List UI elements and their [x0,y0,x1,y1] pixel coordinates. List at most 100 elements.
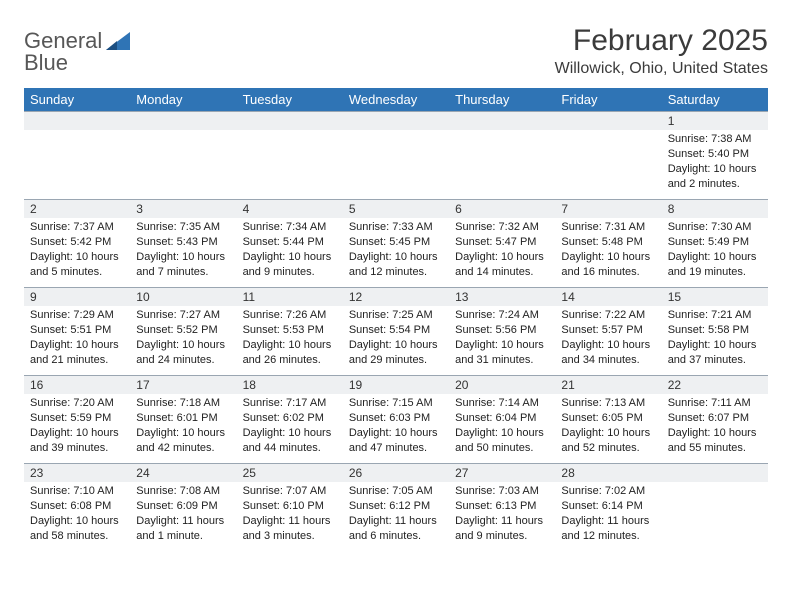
day-details: Sunrise: 7:32 AMSunset: 5:47 PMDaylight:… [449,218,555,283]
sunset-text: Sunset: 5:48 PM [561,235,655,250]
day-details: Sunrise: 7:26 AMSunset: 5:53 PMDaylight:… [237,306,343,371]
sunset-text: Sunset: 6:05 PM [561,411,655,426]
sunset-text: Sunset: 6:09 PM [136,499,230,514]
day-details: Sunrise: 7:31 AMSunset: 5:48 PMDaylight:… [555,218,661,283]
calendar-cell [662,464,768,552]
sunrise-text: Sunrise: 7:17 AM [243,396,337,411]
sunrise-text: Sunrise: 7:25 AM [349,308,443,323]
sunrise-text: Sunrise: 7:10 AM [30,484,124,499]
daylight-text: Daylight: 10 hours and 26 minutes. [243,338,337,368]
daylight-text: Daylight: 11 hours and 9 minutes. [455,514,549,544]
daylight-text: Daylight: 11 hours and 6 minutes. [349,514,443,544]
calendar-cell: 5Sunrise: 7:33 AMSunset: 5:45 PMDaylight… [343,200,449,288]
daylight-text: Daylight: 10 hours and 52 minutes. [561,426,655,456]
sunset-text: Sunset: 5:56 PM [455,323,549,338]
daylight-text: Daylight: 10 hours and 37 minutes. [668,338,762,368]
calendar-page: General Blue February 2025 Willowick, Oh… [0,0,792,552]
sunrise-text: Sunrise: 7:33 AM [349,220,443,235]
daylight-text: Daylight: 10 hours and 58 minutes. [30,514,124,544]
calendar-week: 2Sunrise: 7:37 AMSunset: 5:42 PMDaylight… [24,200,768,288]
daylight-text: Daylight: 10 hours and 29 minutes. [349,338,443,368]
day-header: Sunday [24,88,130,112]
day-number: 8 [662,200,768,218]
calendar-cell: 11Sunrise: 7:26 AMSunset: 5:53 PMDayligh… [237,288,343,376]
day-number [555,112,661,130]
day-details: Sunrise: 7:07 AMSunset: 6:10 PMDaylight:… [237,482,343,547]
calendar-head: SundayMondayTuesdayWednesdayThursdayFrid… [24,88,768,112]
sunrise-text: Sunrise: 7:24 AM [455,308,549,323]
day-details: Sunrise: 7:10 AMSunset: 6:08 PMDaylight:… [24,482,130,547]
sunrise-text: Sunrise: 7:15 AM [349,396,443,411]
sunrise-text: Sunrise: 7:34 AM [243,220,337,235]
sunrise-text: Sunrise: 7:27 AM [136,308,230,323]
daylight-text: Daylight: 10 hours and 14 minutes. [455,250,549,280]
sunrise-text: Sunrise: 7:18 AM [136,396,230,411]
brand-word1: General [24,30,102,52]
sunrise-text: Sunrise: 7:37 AM [30,220,124,235]
sunrise-text: Sunrise: 7:35 AM [136,220,230,235]
day-details: Sunrise: 7:11 AMSunset: 6:07 PMDaylight:… [662,394,768,459]
daylight-text: Daylight: 10 hours and 31 minutes. [455,338,549,368]
sunrise-text: Sunrise: 7:08 AM [136,484,230,499]
daylight-text: Daylight: 10 hours and 9 minutes. [243,250,337,280]
daylight-text: Daylight: 10 hours and 50 minutes. [455,426,549,456]
daylight-text: Daylight: 10 hours and 2 minutes. [668,162,762,192]
calendar-cell: 6Sunrise: 7:32 AMSunset: 5:47 PMDaylight… [449,200,555,288]
sunset-text: Sunset: 5:40 PM [668,147,762,162]
calendar-cell: 25Sunrise: 7:07 AMSunset: 6:10 PMDayligh… [237,464,343,552]
day-number: 17 [130,376,236,394]
sunrise-text: Sunrise: 7:20 AM [30,396,124,411]
day-header: Wednesday [343,88,449,112]
sunset-text: Sunset: 5:52 PM [136,323,230,338]
day-number: 1 [662,112,768,130]
day-details: Sunrise: 7:18 AMSunset: 6:01 PMDaylight:… [130,394,236,459]
brand-word2: Blue [24,52,102,74]
day-details: Sunrise: 7:24 AMSunset: 5:56 PMDaylight:… [449,306,555,371]
sunrise-text: Sunrise: 7:32 AM [455,220,549,235]
sunset-text: Sunset: 5:44 PM [243,235,337,250]
day-details: Sunrise: 7:38 AMSunset: 5:40 PMDaylight:… [662,130,768,195]
day-header: Friday [555,88,661,112]
month-title: February 2025 [555,24,768,58]
sunrise-text: Sunrise: 7:03 AM [455,484,549,499]
sunrise-text: Sunrise: 7:11 AM [668,396,762,411]
sunset-text: Sunset: 5:54 PM [349,323,443,338]
day-number: 22 [662,376,768,394]
day-details: Sunrise: 7:29 AMSunset: 5:51 PMDaylight:… [24,306,130,371]
sunset-text: Sunset: 6:12 PM [349,499,443,514]
daylight-text: Daylight: 10 hours and 21 minutes. [30,338,124,368]
calendar-cell: 26Sunrise: 7:05 AMSunset: 6:12 PMDayligh… [343,464,449,552]
calendar-cell: 16Sunrise: 7:20 AMSunset: 5:59 PMDayligh… [24,376,130,464]
sunrise-text: Sunrise: 7:38 AM [668,132,762,147]
sunrise-text: Sunrise: 7:05 AM [349,484,443,499]
daylight-text: Daylight: 10 hours and 24 minutes. [136,338,230,368]
calendar-cell [343,112,449,200]
calendar-cell: 4 Sunrise: 7:34 AMSunset: 5:44 PMDaylight… [237,200,343,288]
day-number: 5 [343,200,449,218]
sunset-text: Sunset: 5:47 PM [455,235,549,250]
day-number: 23 [24,464,130,482]
day-number: 7 [555,200,661,218]
day-number: 3 [130,200,236,218]
calendar-cell: 8Sunrise: 7:30 AMSunset: 5:49 PMDaylight… [662,200,768,288]
sunrise-text: Sunrise: 7:02 AM [561,484,655,499]
day-number: 16 [24,376,130,394]
calendar-cell [24,112,130,200]
sunset-text: Sunset: 6:14 PM [561,499,655,514]
sunrise-text: Sunrise: 7:30 AM [668,220,762,235]
calendar-cell: 10Sunrise: 7:27 AMSunset: 5:52 PMDayligh… [130,288,236,376]
header: General Blue February 2025 Willowick, Oh… [24,24,768,78]
calendar-table: SundayMondayTuesdayWednesdayThursdayFrid… [24,88,768,552]
daylight-text: Daylight: 10 hours and 5 minutes. [30,250,124,280]
calendar-cell: 20Sunrise: 7:14 AMSunset: 6:04 PMDayligh… [449,376,555,464]
day-number: 4 [237,200,343,218]
day-number: 24 [130,464,236,482]
sunset-text: Sunset: 6:10 PM [243,499,337,514]
daylight-text: Daylight: 10 hours and 12 minutes. [349,250,443,280]
day-details: Sunrise: 7:13 AMSunset: 6:05 PMDaylight:… [555,394,661,459]
calendar-cell: 19Sunrise: 7:15 AMSunset: 6:03 PMDayligh… [343,376,449,464]
sunset-text: Sunset: 6:01 PM [136,411,230,426]
sunset-text: Sunset: 5:59 PM [30,411,124,426]
sunset-text: Sunset: 6:08 PM [30,499,124,514]
sunset-text: Sunset: 5:58 PM [668,323,762,338]
